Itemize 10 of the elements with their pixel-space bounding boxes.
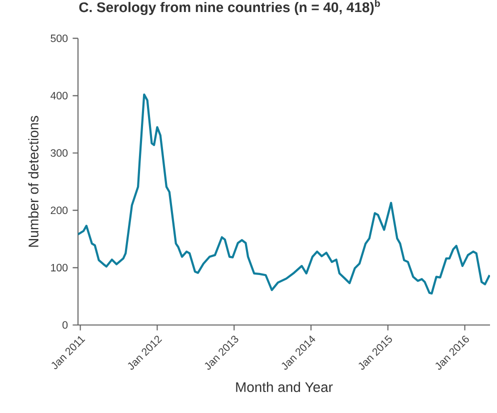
x-axis-title: Month and Year bbox=[236, 382, 333, 392]
y-tick-label: 100 bbox=[51, 264, 68, 272]
y-tick-label: 200 bbox=[50, 206, 68, 214]
y-tick-label: 400 bbox=[50, 92, 68, 100]
y-axis-title: Number of detections bbox=[28, 116, 38, 247]
y-tick-label: 0 bbox=[62, 321, 68, 329]
line-series bbox=[78, 93, 490, 295]
chart-title: C. Serology from nine countries (n = 40, 418)$^{b}$ bbox=[79, 0, 380, 15]
y-tick-label: 500 bbox=[50, 34, 68, 42]
y-tick-label: 300 bbox=[50, 149, 68, 157]
